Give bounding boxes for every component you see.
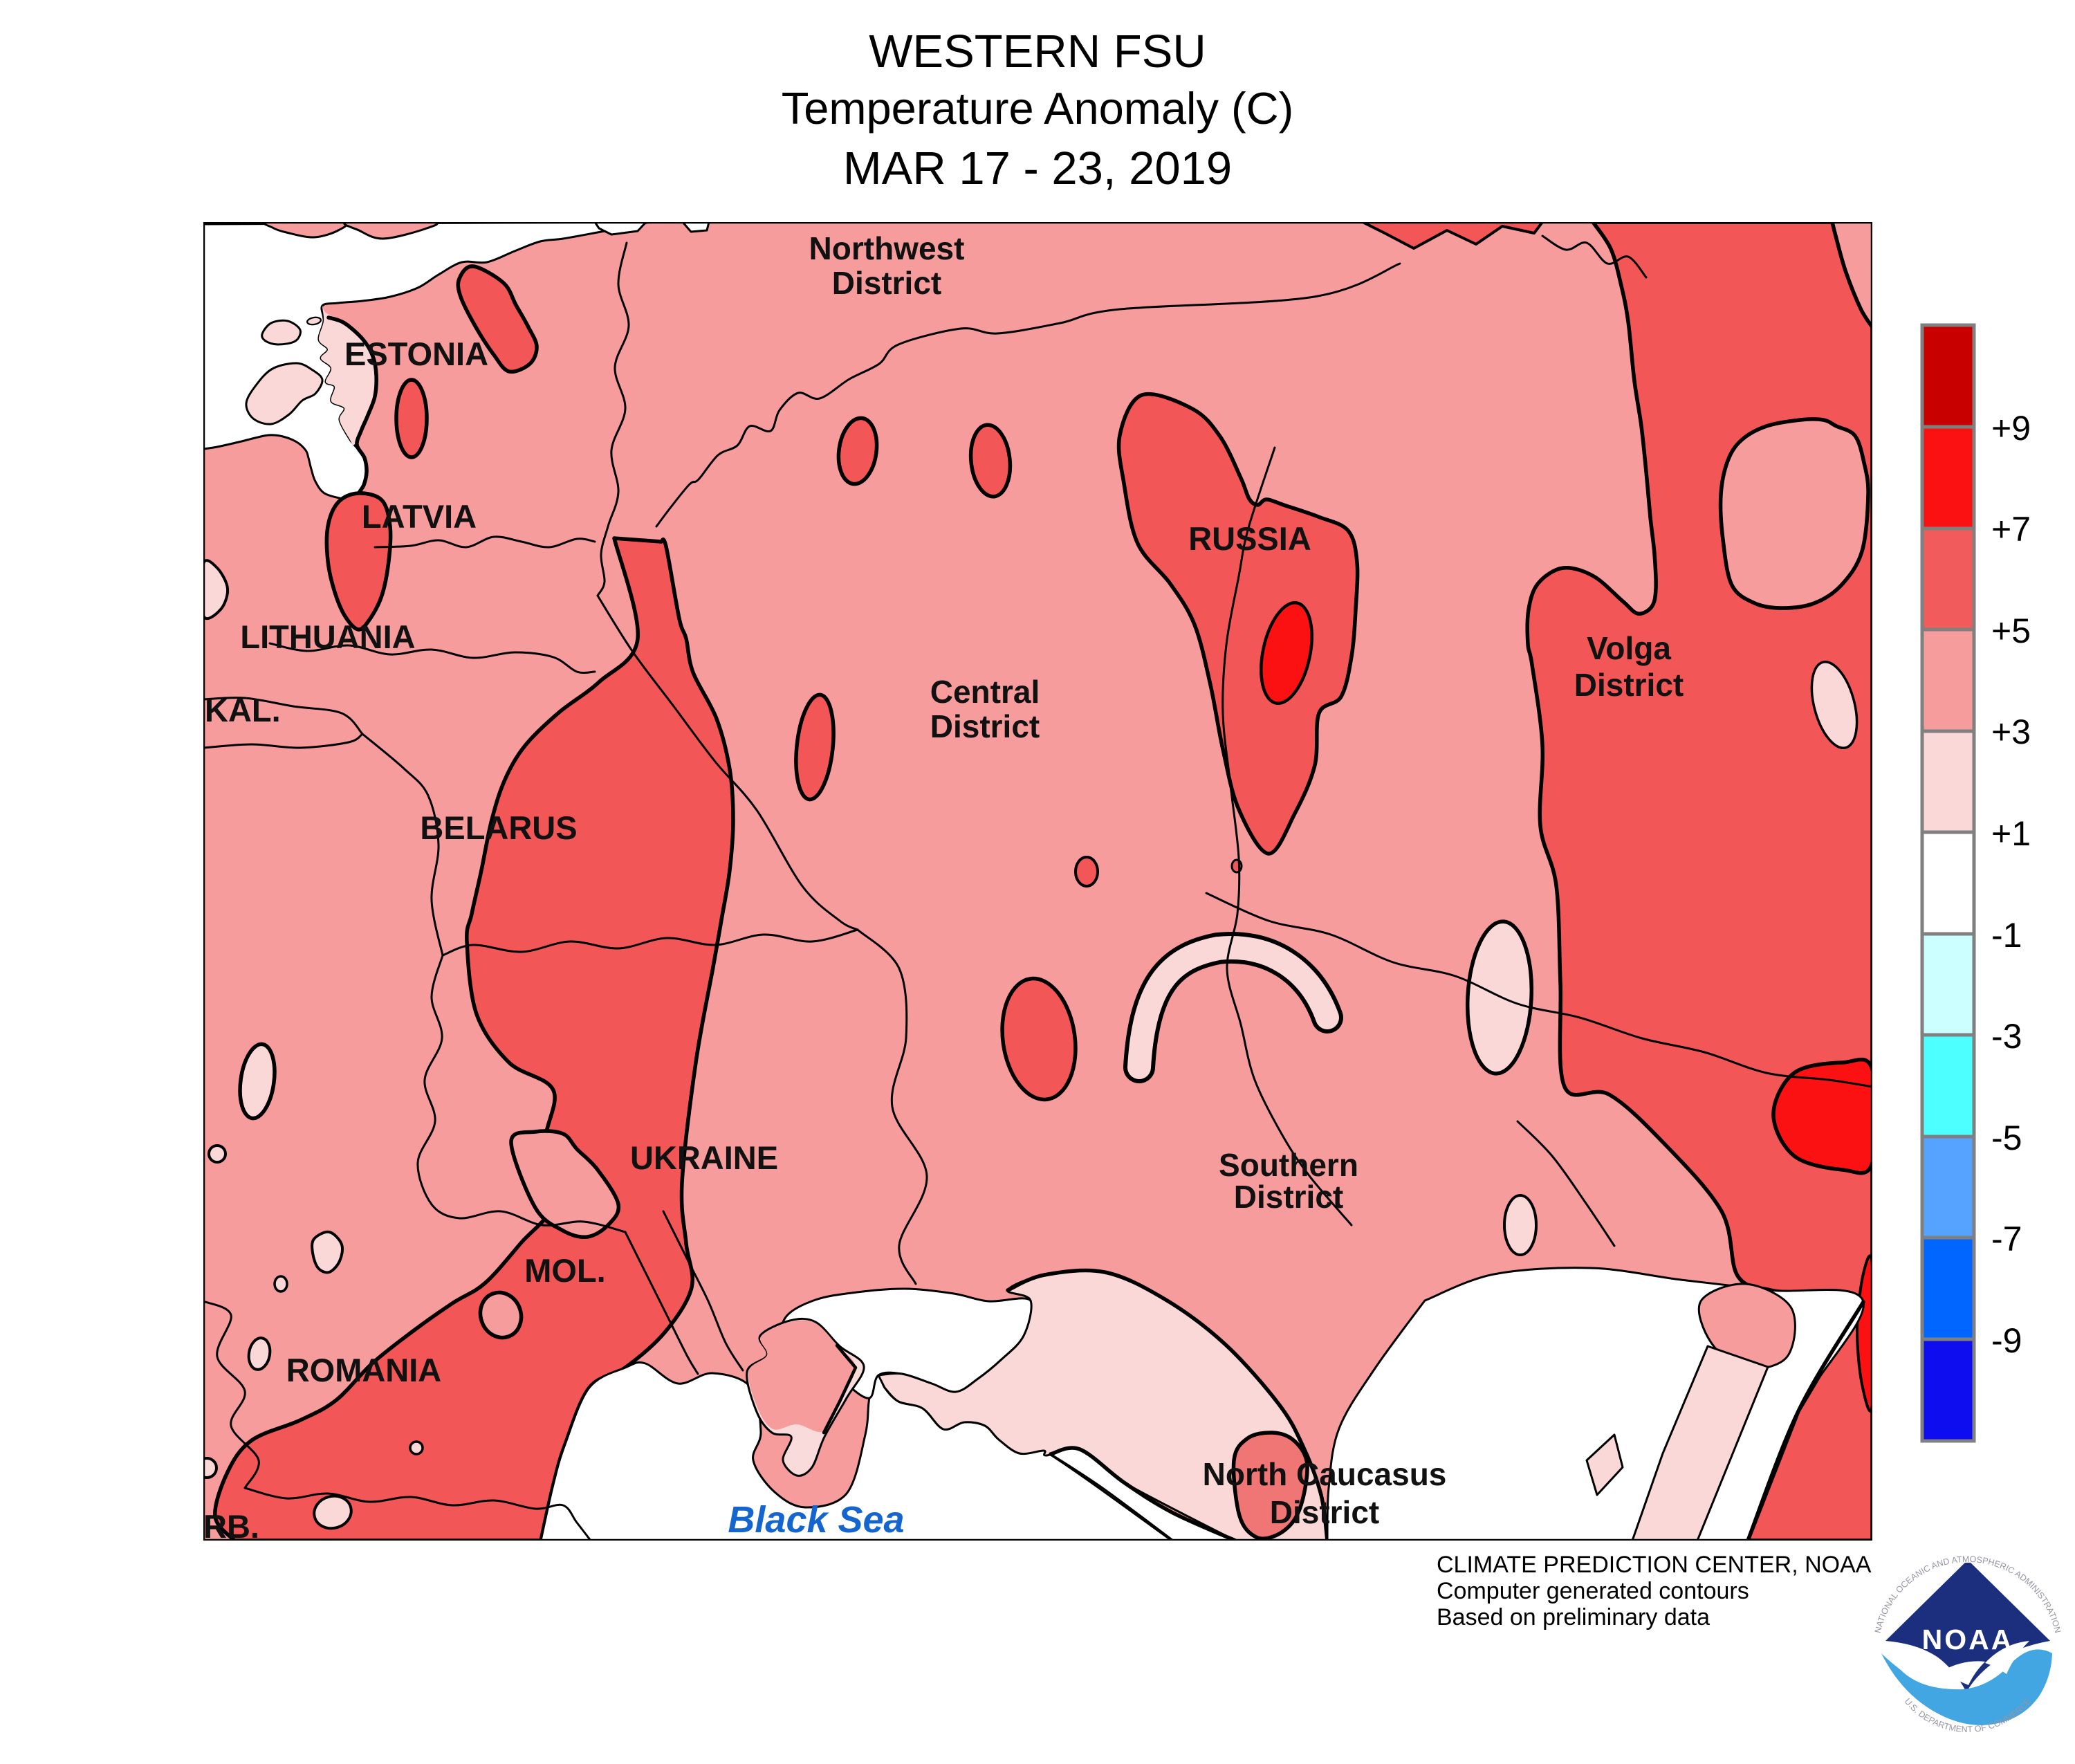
svg-text:Central: Central — [930, 674, 1040, 710]
svg-text:District: District — [930, 708, 1040, 744]
svg-text:District: District — [1574, 667, 1684, 703]
svg-text:Southern: Southern — [1219, 1147, 1358, 1183]
svg-text:BELARUS: BELARUS — [420, 809, 577, 846]
svg-text:North Caucasus: North Caucasus — [1203, 1456, 1447, 1492]
svg-text:Volga: Volga — [1587, 630, 1671, 666]
svg-text:ESTONIA: ESTONIA — [344, 336, 488, 372]
svg-text:Northwest: Northwest — [809, 230, 965, 266]
svg-text:LATVIA: LATVIA — [362, 498, 477, 535]
svg-text:RB.: RB. — [203, 1508, 259, 1541]
svg-text:District: District — [832, 265, 941, 301]
svg-text:RUSSIA: RUSSIA — [1188, 520, 1311, 557]
svg-text:LITHUANIA: LITHUANIA — [240, 618, 415, 655]
svg-text:UKRAINE: UKRAINE — [630, 1139, 778, 1176]
svg-text:MOL.: MOL. — [524, 1252, 605, 1289]
svg-text:KAL.: KAL. — [205, 692, 281, 728]
svg-text:District: District — [1234, 1179, 1343, 1215]
svg-text:Black Sea: Black Sea — [728, 1499, 904, 1541]
svg-text:District: District — [1270, 1494, 1379, 1530]
svg-text:NOAA: NOAA — [1922, 1624, 2014, 1655]
svg-text:ROMANIA: ROMANIA — [286, 1352, 442, 1388]
